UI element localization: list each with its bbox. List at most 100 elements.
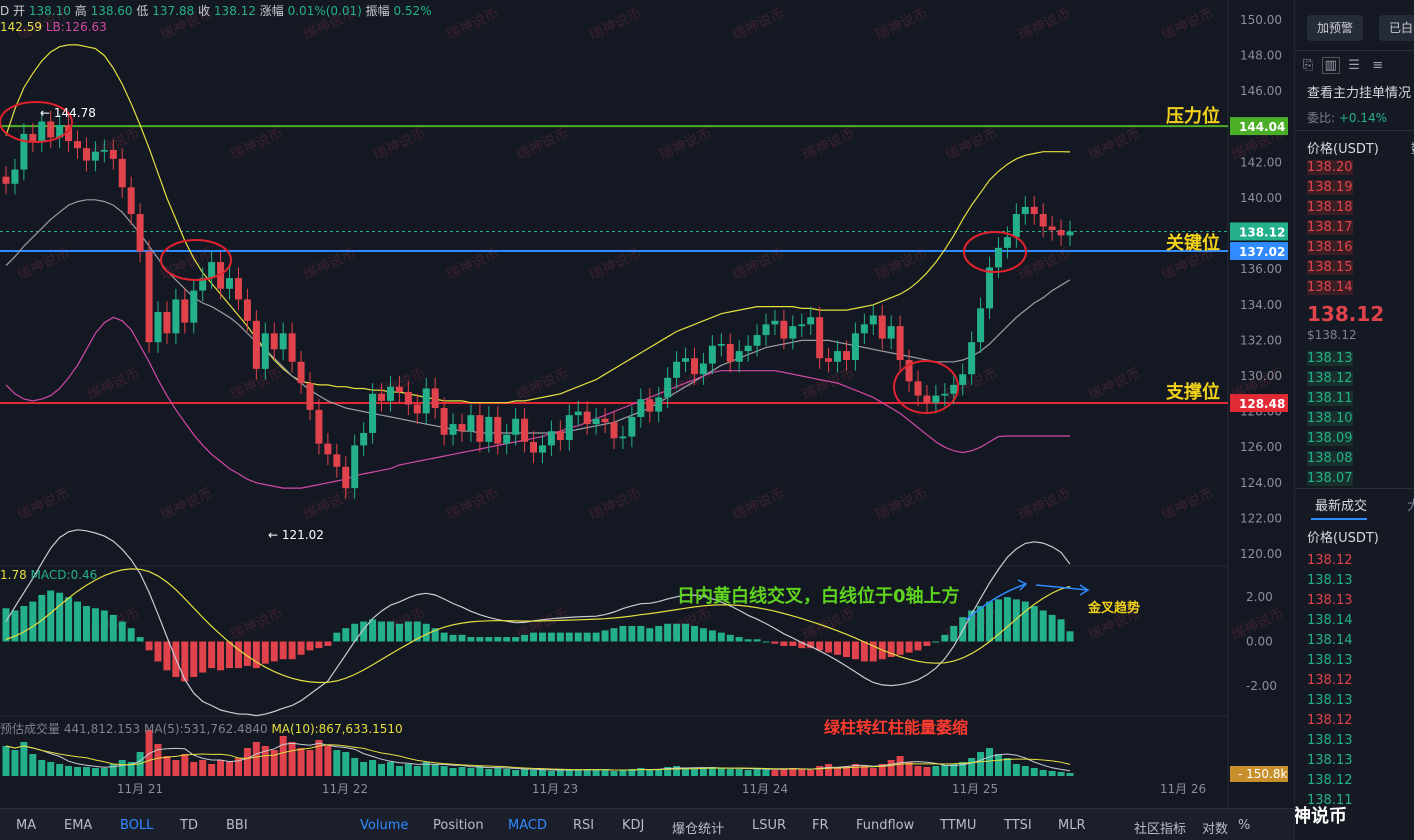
- bid-row[interactable]: 138.07: [1307, 471, 1353, 486]
- ask-row[interactable]: 138.16: [1307, 240, 1353, 255]
- indicator-16[interactable]: MLR: [1058, 818, 1086, 833]
- trade-row[interactable]: 138.13: [1307, 593, 1353, 608]
- indicator-5[interactable]: Volume: [360, 818, 409, 833]
- candle-body: [431, 388, 439, 409]
- macd-bar: [825, 641, 833, 653]
- ask-row[interactable]: 138.15: [1307, 260, 1353, 275]
- volume-bar: [664, 767, 672, 776]
- indicator-0[interactable]: MA: [16, 818, 37, 833]
- candle-body: [646, 399, 654, 412]
- candle-body: [655, 397, 663, 412]
- key-price-tag: 137.02: [1239, 245, 1285, 259]
- indicator-17[interactable]: 社区指标: [1134, 822, 1187, 837]
- volume-bar: [100, 768, 108, 776]
- macd-bar: [413, 621, 421, 642]
- price-chart-svg[interactable]: 瑞神说币 瑞神说币 瑞神说币 瑞神说币 瑞神说币 瑞神说币 瑞神说币 瑞神说币 瑞神说币瑞神说币…: [0, 0, 1294, 808]
- layout-icons[interactable]: ⎘ ▥ ☰ ≡: [1303, 57, 1384, 74]
- macd-bar: [47, 590, 55, 642]
- ask-row[interactable]: 138.14: [1307, 280, 1353, 295]
- volume-bar: [449, 768, 457, 776]
- volume-bar: [896, 756, 904, 776]
- ask-row[interactable]: 138.19: [1307, 180, 1353, 195]
- indicator-15[interactable]: TTSI: [1004, 818, 1032, 833]
- indicator-19[interactable]: %: [1238, 818, 1251, 833]
- bid-row[interactable]: 138.13: [1307, 351, 1353, 366]
- indicator-1[interactable]: EMA: [64, 818, 93, 833]
- watermark-text: 瑞神说币: [158, 485, 216, 523]
- bid-row[interactable]: 138.11: [1307, 391, 1353, 406]
- volume-bar: [726, 769, 734, 776]
- macd-bar: [673, 623, 681, 642]
- add-alert-button[interactable]: 加预警: [1307, 15, 1364, 41]
- trade-row[interactable]: 138.13: [1307, 653, 1353, 668]
- macd-bar: [261, 641, 269, 664]
- watermark-text: 瑞神说币: [587, 485, 645, 523]
- ask-row[interactable]: 138.20: [1307, 160, 1353, 175]
- watermark-text: 瑞神说币: [1016, 485, 1074, 523]
- trade-row[interactable]: 138.12: [1307, 553, 1353, 568]
- indicator-9[interactable]: KDJ: [622, 818, 645, 833]
- macd-bar: [896, 641, 904, 655]
- volume-bar: [503, 769, 511, 776]
- indicator-18[interactable]: 对数: [1202, 822, 1229, 837]
- volume-bar: [440, 766, 448, 776]
- candle-body: [378, 393, 386, 401]
- macd-note-label: 日内黄白线交叉，白线位于0轴上方: [677, 585, 960, 607]
- indicator-4[interactable]: BBI: [226, 818, 248, 833]
- volume-bar: [217, 760, 225, 776]
- macd-bar: [503, 637, 511, 642]
- trade-row[interactable]: 138.12: [1307, 773, 1353, 788]
- indicator-12[interactable]: FR: [812, 818, 829, 833]
- candle-body: [485, 416, 493, 442]
- bid-row[interactable]: 138.12: [1307, 371, 1353, 386]
- indicator-6[interactable]: Position: [433, 818, 484, 833]
- trade-row[interactable]: 138.14: [1307, 633, 1353, 648]
- macd-bar: [118, 621, 126, 642]
- candle-body: [449, 424, 457, 435]
- trade-row[interactable]: 138.14: [1307, 613, 1353, 628]
- bid-row[interactable]: 138.08: [1307, 451, 1353, 466]
- indicator-13[interactable]: Fundflow: [856, 818, 915, 833]
- macd-bar: [994, 599, 1002, 642]
- candle-body: [29, 133, 37, 142]
- trade-row[interactable]: 138.12: [1307, 713, 1353, 728]
- indicator-2[interactable]: BOLL: [120, 818, 154, 833]
- macd-bar: [199, 641, 207, 673]
- macd-bar: [20, 606, 28, 642]
- bid-row[interactable]: 138.09: [1307, 431, 1353, 446]
- volume-bar: [878, 764, 886, 776]
- candle-body: [619, 436, 627, 439]
- candle-body: [878, 315, 886, 339]
- indicator-10[interactable]: 爆仓统计: [672, 822, 725, 837]
- trade-row[interactable]: 138.13: [1307, 693, 1353, 708]
- candle-body: [699, 363, 707, 375]
- trade-row[interactable]: 138.11: [1307, 793, 1353, 808]
- trade-row[interactable]: 138.12: [1307, 673, 1353, 688]
- indicator-3[interactable]: TD: [180, 818, 198, 833]
- done-button[interactable]: 已白: [1379, 15, 1414, 41]
- y-tick-label: 146.00: [1240, 84, 1282, 98]
- chart-area[interactable]: 瑞神说币 瑞神说币 瑞神说币 瑞神说币 瑞神说币 瑞神说币 瑞神说币 瑞神说币 瑞神说币 瑞神说币…: [0, 0, 1294, 808]
- macd-bar: [762, 641, 770, 643]
- macd-bar: [109, 614, 117, 642]
- candle-body: [717, 343, 725, 346]
- indicator-11[interactable]: LSUR: [752, 818, 787, 833]
- trade-row[interactable]: 138.13: [1307, 733, 1353, 748]
- trade-row[interactable]: 138.13: [1307, 573, 1353, 588]
- trade-row[interactable]: 138.13: [1307, 753, 1353, 768]
- bid-row[interactable]: 138.10: [1307, 411, 1353, 426]
- tab-latest-trades[interactable]: 最新成交: [1315, 499, 1368, 514]
- volume-bar: [351, 758, 359, 776]
- ask-row[interactable]: 138.18: [1307, 200, 1353, 215]
- candle-body: [261, 333, 269, 369]
- candle-body: [306, 383, 314, 410]
- volume-bar: [977, 752, 985, 776]
- macd-bar: [637, 625, 645, 642]
- order-book-title[interactable]: 查看主力挂单情况: [1307, 86, 1412, 101]
- indicator-14[interactable]: TTMU: [940, 818, 977, 833]
- candle-body: [154, 311, 162, 343]
- indicator-8[interactable]: RSI: [573, 818, 595, 833]
- macd-bar: [601, 630, 609, 642]
- indicator-7[interactable]: MACD: [508, 818, 547, 833]
- ask-row[interactable]: 138.17: [1307, 220, 1353, 235]
